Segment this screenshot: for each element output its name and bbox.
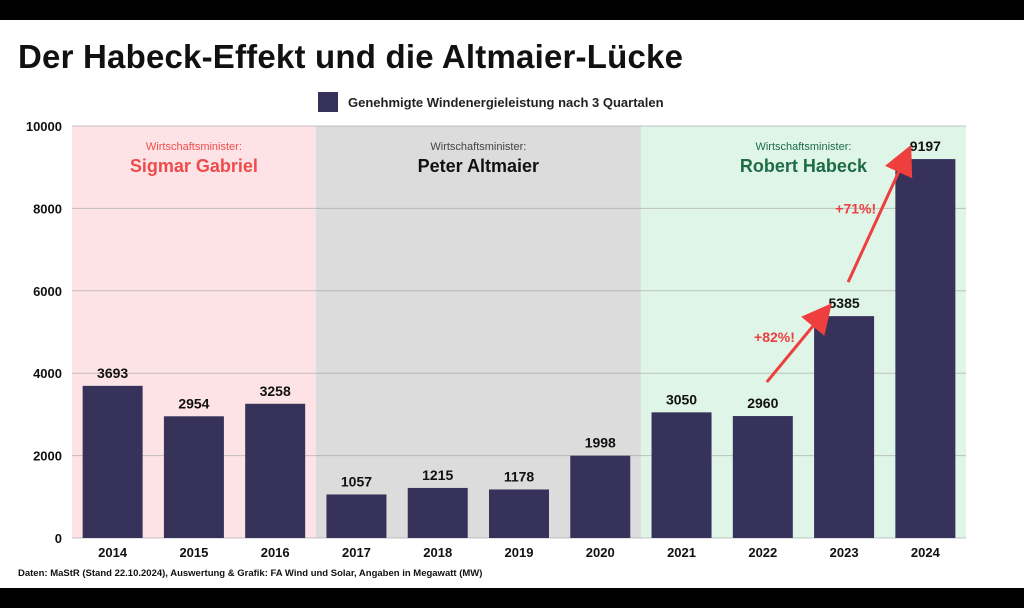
bar bbox=[82, 385, 143, 538]
period-minister-name: Sigmar Gabriel bbox=[130, 156, 258, 176]
legend-swatch bbox=[318, 92, 338, 112]
period-role-label: Wirtschaftsminister: bbox=[146, 141, 242, 153]
bar-value-label: 2960 bbox=[747, 395, 778, 411]
bar-value-label: 2954 bbox=[178, 395, 209, 411]
bar bbox=[407, 487, 468, 538]
legend: Genehmigte Windenergieleistung nach 3 Qu… bbox=[318, 92, 664, 112]
x-tick-label: 2014 bbox=[98, 545, 128, 560]
bar bbox=[570, 455, 631, 538]
bar-value-label: 1215 bbox=[422, 467, 453, 483]
bar bbox=[489, 489, 549, 538]
growth-arrow bbox=[765, 303, 832, 384]
y-tick-label: 8000 bbox=[33, 201, 62, 216]
x-tick-label: 2017 bbox=[342, 545, 371, 560]
period-minister-name: Robert Habeck bbox=[740, 156, 868, 176]
x-tick-label: 2021 bbox=[667, 545, 696, 560]
bar-value-label: 1178 bbox=[504, 468, 535, 484]
period-minister-name: Peter Altmaier bbox=[418, 156, 539, 176]
bar-chart: Wirtschaftsminister: Sigmar Gabriel Wirtsc… bbox=[26, 119, 966, 560]
bar bbox=[814, 316, 875, 538]
bar bbox=[326, 494, 387, 538]
growth-arrow bbox=[846, 144, 913, 283]
period-role-label: Wirtschaftsminister: bbox=[755, 141, 851, 153]
bar bbox=[245, 403, 306, 538]
chart-frame: Der Habeck-Effekt und die Altmaier-Lücke… bbox=[0, 20, 1024, 588]
bar bbox=[163, 416, 224, 538]
x-tick-label: 2015 bbox=[179, 545, 208, 560]
bar bbox=[895, 159, 956, 538]
y-tick-label: 2000 bbox=[33, 449, 62, 464]
x-tick-label: 2022 bbox=[748, 545, 777, 560]
x-tick-label: 2016 bbox=[261, 545, 290, 560]
x-tick-label: 2020 bbox=[586, 545, 615, 560]
chart-title: Der Habeck-Effekt und die Altmaier-Lücke bbox=[18, 38, 684, 75]
growth-label: +82%! bbox=[754, 329, 795, 345]
bar-value-label: 1057 bbox=[341, 473, 372, 489]
y-tick-label: 6000 bbox=[33, 284, 62, 299]
y-tick-label: 10000 bbox=[26, 119, 62, 134]
period-role-label: Wirtschaftsminister: bbox=[430, 141, 526, 153]
legend-label: Genehmigte Windenergieleistung nach 3 Qu… bbox=[348, 94, 664, 110]
bar bbox=[732, 416, 793, 538]
x-tick-label: 2024 bbox=[911, 545, 941, 560]
y-tick-label: 4000 bbox=[33, 366, 62, 381]
y-tick-label: 0 bbox=[55, 531, 62, 546]
bar-value-label: 3693 bbox=[97, 365, 128, 381]
bar bbox=[651, 412, 712, 538]
x-tick-label: 2023 bbox=[830, 545, 859, 560]
bar-value-label: 9197 bbox=[910, 138, 941, 154]
bar-value-label: 3050 bbox=[666, 391, 697, 407]
x-tick-label: 2018 bbox=[423, 545, 452, 560]
x-tick-label: 2019 bbox=[505, 545, 534, 560]
bar-value-label: 5385 bbox=[829, 295, 860, 311]
bar-value-label: 1998 bbox=[585, 435, 616, 451]
growth-label: +71%! bbox=[835, 201, 876, 217]
source-note: Daten: MaStR (Stand 22.10.2024), Auswert… bbox=[18, 568, 483, 579]
bar-value-label: 3258 bbox=[260, 383, 291, 399]
